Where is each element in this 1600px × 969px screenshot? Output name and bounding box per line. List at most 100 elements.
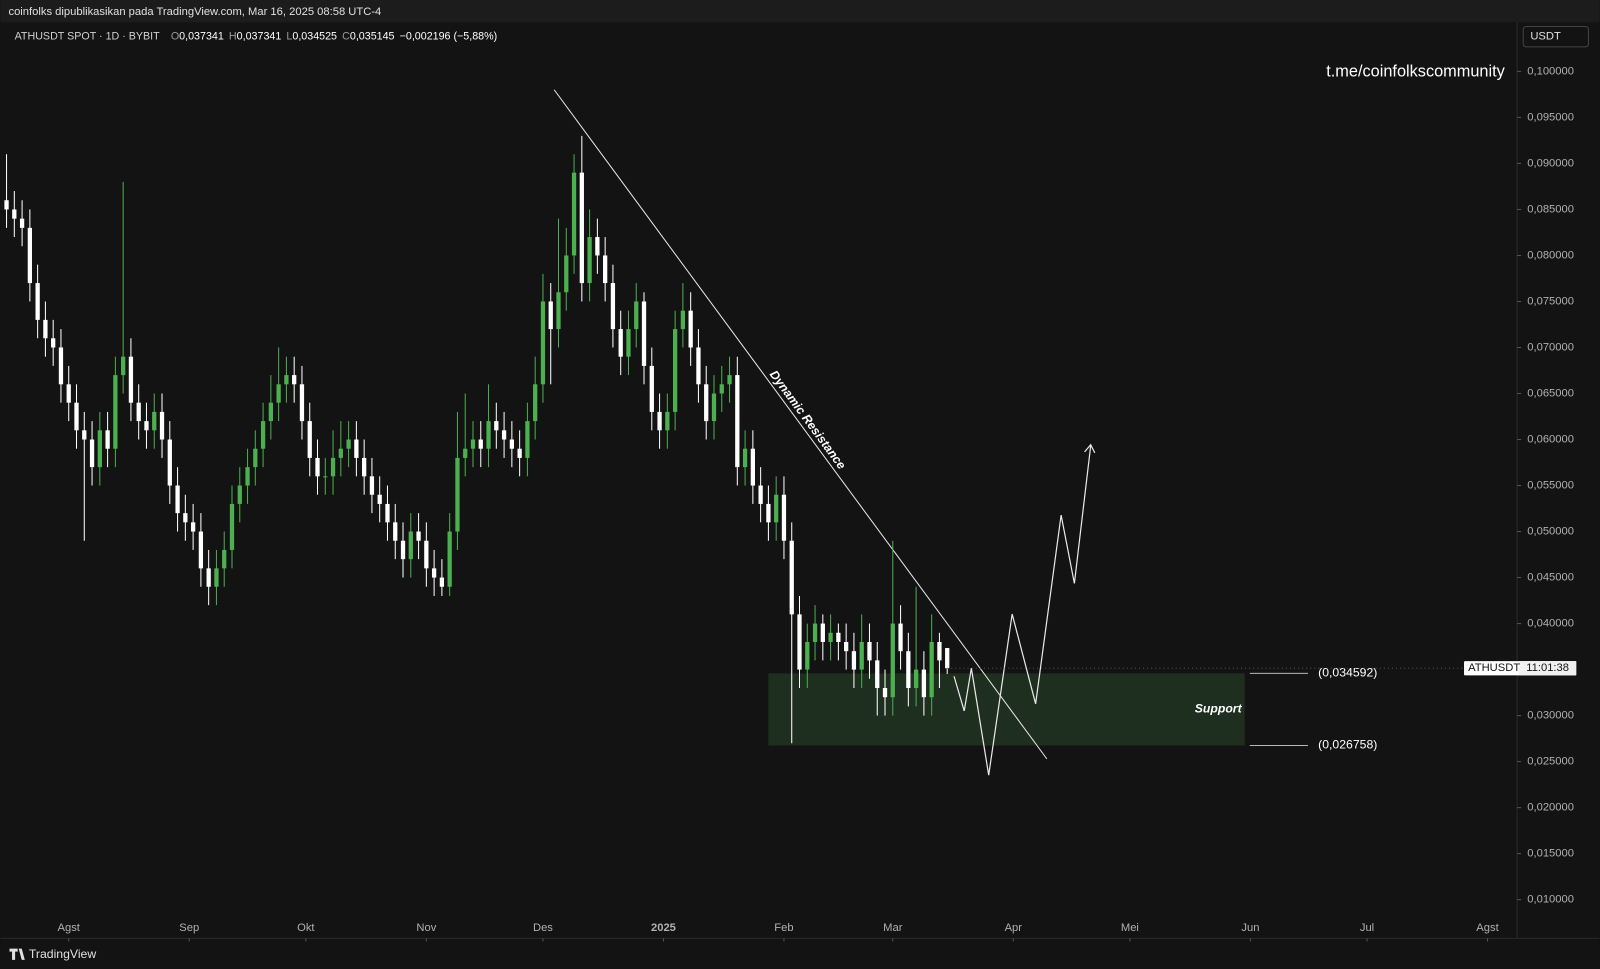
candle-body	[431, 568, 437, 578]
candle-body	[812, 623, 818, 642]
y-tick-label: 0,020000	[1527, 802, 1574, 814]
y-tick-label: 0,090000	[1527, 157, 1574, 169]
candle-body	[680, 310, 686, 330]
candle-body	[564, 255, 569, 293]
y-tick-label: 0,065000	[1527, 387, 1574, 399]
x-tick-label: Agst	[1476, 922, 1499, 934]
candle-body	[447, 531, 452, 587]
candle-body	[307, 421, 312, 458]
candle-body	[198, 531, 204, 569]
y-tick-label: 0,025000	[1527, 756, 1574, 768]
projection-path	[953, 445, 1092, 776]
currency-label: USDT	[1530, 31, 1561, 43]
candle-body	[253, 448, 258, 468]
candle-body	[121, 356, 126, 376]
y-tick-label: 0,040000	[1527, 618, 1574, 630]
candle-body	[494, 421, 499, 431]
y-tick-label: 0,015000	[1527, 848, 1574, 860]
candle-body	[517, 448, 522, 458]
candle-body	[945, 648, 950, 669]
candle-body	[657, 411, 662, 431]
x-tick-label: Jul	[1360, 922, 1374, 934]
x-tick-label: Sep	[179, 922, 199, 934]
legend-value: 0,035145	[350, 31, 395, 43]
legend-value: 0,037341	[237, 31, 282, 43]
candle-body	[299, 384, 305, 422]
candle-body	[696, 347, 701, 385]
support-label: Support	[1195, 702, 1243, 716]
header-text: coinfolks dipublikasikan pada TradingVie…	[8, 6, 381, 18]
candle-body	[354, 439, 359, 458]
candle-body	[260, 421, 266, 449]
projection-arrow	[1084, 443, 1096, 454]
x-tick-label: Mei	[1121, 922, 1139, 934]
candle-body	[82, 430, 87, 440]
y-tick-label: 0,080000	[1527, 249, 1574, 261]
candle-body	[603, 255, 608, 284]
candle-body	[540, 301, 546, 385]
candle-body	[27, 227, 32, 284]
legend-key: O	[171, 31, 179, 43]
candle-body	[136, 402, 141, 422]
candle-body	[875, 660, 880, 688]
candle-body	[190, 522, 196, 532]
y-tick-label: 0,100000	[1527, 65, 1574, 77]
candle-body	[478, 439, 483, 449]
candle-body	[937, 641, 942, 661]
legend-title: ATHUSDT SPOT · 1D · BYBIT	[15, 31, 161, 43]
header-bar	[0, 0, 1600, 23]
candle-body	[665, 411, 670, 431]
x-tick-label: 2025	[651, 922, 676, 934]
candle-body	[649, 365, 654, 412]
candle-body	[859, 641, 864, 670]
candle-body	[105, 430, 110, 449]
candle-body	[913, 669, 919, 688]
candle-body	[525, 421, 530, 458]
candle-body	[237, 485, 242, 504]
candle-body	[766, 503, 771, 523]
y-tick-label: 0,060000	[1527, 433, 1574, 445]
candle-body	[719, 384, 724, 394]
x-tick-label: Jun	[1241, 922, 1259, 934]
candle-body	[245, 467, 250, 486]
candle-body	[758, 485, 763, 504]
candle-body	[229, 503, 235, 550]
candle-body	[113, 375, 118, 449]
legend-value: 0,034525	[292, 31, 337, 43]
candle-body	[206, 568, 211, 587]
candle-body	[618, 329, 623, 357]
candle-body	[338, 448, 343, 458]
candle-body	[610, 283, 616, 330]
candle-body	[315, 457, 320, 477]
candle-body	[750, 448, 755, 486]
candle-body	[159, 411, 165, 440]
y-tick-label: 0,055000	[1527, 479, 1574, 491]
candle-body	[634, 301, 639, 330]
candle-body	[929, 641, 934, 698]
candle-body	[587, 237, 592, 284]
candle-body	[867, 641, 872, 661]
candle-body	[19, 218, 25, 228]
candle-body	[51, 338, 56, 348]
candle-body	[222, 549, 227, 569]
candle-body	[268, 402, 273, 422]
price-tag-symbol: ATHUSDT	[1468, 662, 1520, 674]
candle-body	[455, 457, 460, 532]
price-tag-divider	[1519, 661, 1577, 676]
candle-body	[89, 439, 95, 468]
candle-body	[906, 651, 911, 688]
candle-body	[66, 384, 71, 403]
candle-body	[416, 531, 421, 541]
y-tick-label: 0,010000	[1527, 894, 1574, 906]
y-tick-label: 0,045000	[1527, 572, 1574, 584]
candle-body	[836, 632, 841, 642]
candle-body	[727, 375, 732, 385]
currency-box[interactable]	[1522, 26, 1589, 48]
candle-body	[556, 292, 561, 330]
candle-body	[346, 439, 351, 449]
candle-body	[323, 476, 328, 478]
candle-body	[844, 641, 849, 652]
candle-body	[688, 310, 693, 348]
x-tick-label: Apr	[1005, 922, 1023, 934]
